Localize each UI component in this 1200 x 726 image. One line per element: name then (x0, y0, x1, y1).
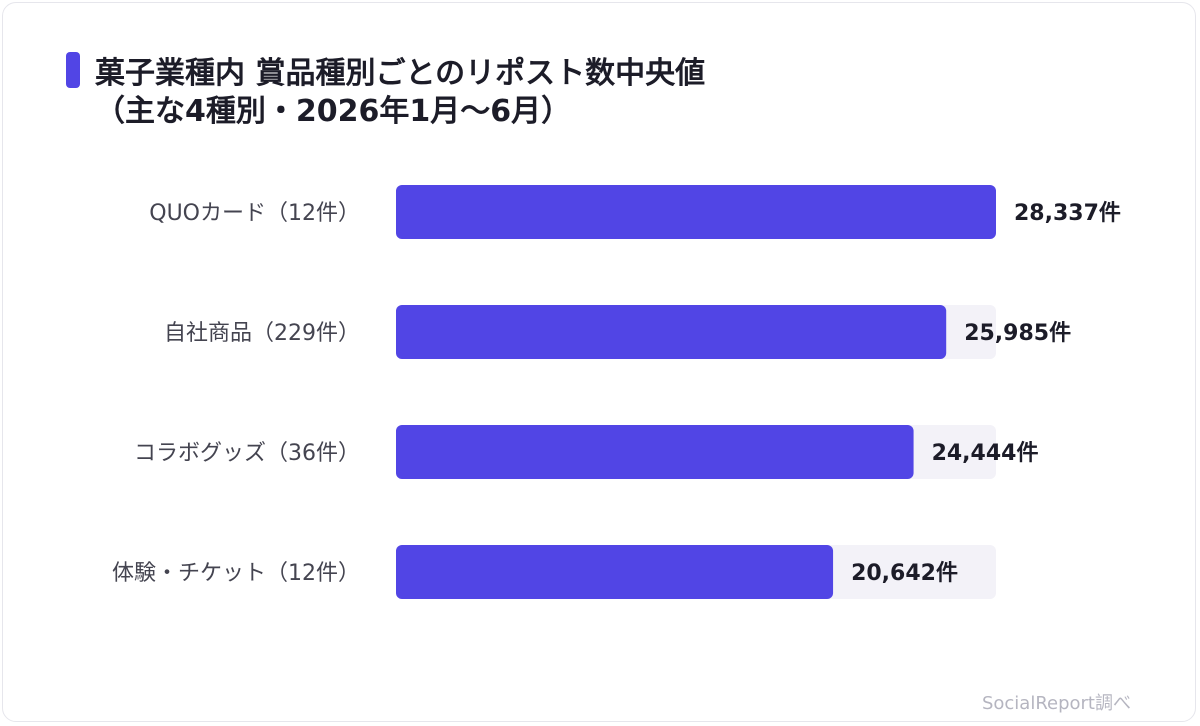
title-accent-bar (66, 52, 80, 88)
value-label: 28,337件 (1014, 201, 1121, 226)
source-credit: SocialReport調べ (981, 693, 1131, 714)
category-label: QUOカード（12件） (149, 201, 360, 226)
category-label: 体験・チケット（12件） (112, 561, 360, 586)
category-label: コラボグッズ（36件） (134, 441, 360, 466)
bar (396, 425, 914, 479)
bar (396, 545, 834, 599)
value-label: 24,444件 (932, 441, 1039, 466)
bar (396, 185, 996, 239)
category-label: 自社商品（229件） (164, 321, 360, 346)
chart-title: 菓子業種内 賞品種別ごとのリポスト数中央値 （主な4種別・2026年1月〜6月） (95, 56, 706, 129)
value-label: 25,985件 (964, 321, 1071, 346)
value-label: 20,642件 (851, 561, 958, 586)
bar (396, 305, 947, 359)
